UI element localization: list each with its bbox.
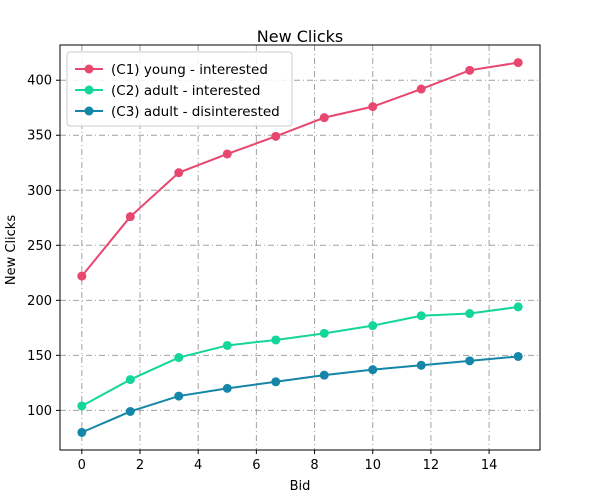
data-point — [271, 377, 281, 387]
series-line — [81, 355, 519, 434]
legend-marker — [84, 106, 94, 116]
y-tick-label: 200 — [27, 294, 52, 309]
data-point — [222, 340, 232, 350]
x-tick-label: 2 — [136, 458, 144, 473]
data-point — [416, 311, 426, 321]
x-tick-label: 6 — [252, 458, 260, 473]
data-point — [222, 149, 232, 159]
legend-item: (C2) adult - interested — [75, 83, 260, 99]
legend-item: (C1) young - interested — [75, 62, 268, 78]
data-point — [513, 302, 523, 312]
data-point — [368, 321, 378, 331]
legend-label: (C3) adult - disinterested — [111, 104, 280, 120]
series-line — [81, 61, 519, 277]
series-3 — [77, 351, 523, 437]
chart-title: New Clicks — [257, 27, 343, 46]
legend-marker — [84, 85, 94, 95]
legend-marker — [84, 64, 94, 74]
x-axis-title: Bid — [290, 479, 311, 494]
legend-label: (C1) young - interested — [111, 62, 268, 78]
series-group — [77, 58, 523, 437]
data-point — [513, 58, 523, 68]
data-point — [222, 383, 232, 393]
legend: (C1) young - interested (C2) adult - inte… — [66, 51, 293, 127]
data-point — [174, 168, 184, 178]
data-point — [319, 113, 329, 123]
data-point — [319, 370, 329, 380]
data-point — [77, 271, 87, 281]
data-point — [465, 65, 475, 75]
data-point — [125, 406, 135, 416]
data-point — [271, 335, 281, 345]
data-point — [271, 131, 281, 141]
y-tick-label: 400 — [27, 74, 52, 89]
data-point — [368, 102, 378, 112]
plot-frame — [59, 44, 541, 451]
x-tick-label: 8 — [310, 458, 318, 473]
x-tick-label: 0 — [78, 458, 86, 473]
legend-item: (C3) adult - disinterested — [75, 104, 280, 120]
data-point — [465, 309, 475, 319]
y-tick-label: 100 — [27, 404, 52, 419]
x-tick-label: 14 — [481, 458, 498, 473]
legend-box — [66, 51, 293, 127]
x-tick-label: 10 — [364, 458, 381, 473]
data-point — [416, 84, 426, 94]
data-point — [416, 360, 426, 370]
x-tick-label: 4 — [194, 458, 202, 473]
legend-label: (C2) adult - interested — [111, 83, 260, 99]
data-point — [368, 365, 378, 375]
y-axis-title: New Clicks — [4, 215, 19, 285]
data-point — [77, 401, 87, 411]
data-point — [125, 375, 135, 385]
series-2 — [77, 302, 523, 411]
x-tick-label: 12 — [423, 458, 440, 473]
y-tick-label: 350 — [27, 129, 52, 144]
data-point — [174, 353, 184, 363]
data-point — [465, 356, 475, 366]
y-axis: 100 150 200 250 300 350 400 — [27, 74, 60, 419]
y-tick-label: 300 — [27, 184, 52, 199]
series-line — [81, 305, 519, 407]
x-axis: 0 2 4 6 8 10 12 14 — [78, 450, 498, 473]
y-tick-label: 250 — [27, 239, 52, 254]
data-point — [319, 328, 329, 338]
data-point — [513, 351, 523, 361]
data-point — [125, 212, 135, 222]
data-point — [174, 391, 184, 401]
y-tick-label: 150 — [27, 349, 52, 364]
series-1 — [77, 58, 523, 281]
data-point — [77, 427, 87, 437]
